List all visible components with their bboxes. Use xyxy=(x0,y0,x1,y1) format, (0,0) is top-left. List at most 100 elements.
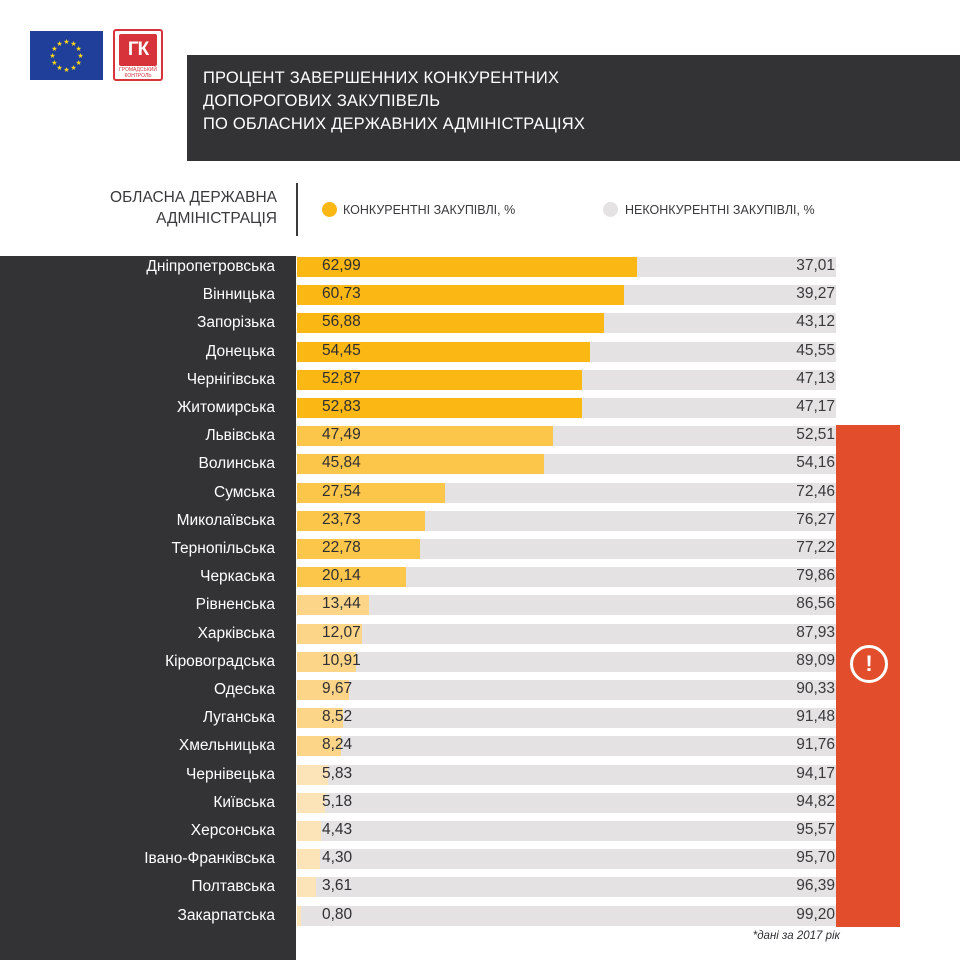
value-label-competitive: 60,73 xyxy=(322,285,361,302)
category-label: Херсонська xyxy=(190,822,275,839)
bar-competitive xyxy=(297,821,321,841)
value-label-noncompetitive: 77,22 xyxy=(796,539,835,556)
category-label: Харківська xyxy=(197,625,275,642)
bar-noncompetitive xyxy=(297,652,836,672)
value-label-noncompetitive: 95,57 xyxy=(796,821,835,838)
star-icon: ★ xyxy=(63,66,69,74)
category-column-header: ОБЛАСНА ДЕРЖАВНА АДМІНІСТРАЦІЯ xyxy=(110,187,277,229)
value-label-competitive: 62,99 xyxy=(322,257,361,274)
value-label-competitive: 12,07 xyxy=(322,624,361,641)
value-label-competitive: 13,44 xyxy=(322,595,361,612)
gk-logo: ГК ГРОМАДСЬКИЙ КОНТРОЛЬ xyxy=(113,29,163,81)
bar-noncompetitive xyxy=(297,624,836,644)
bar-competitive xyxy=(297,539,420,559)
header-divider xyxy=(296,183,298,236)
category-label: Хмельницька xyxy=(178,737,275,754)
chart-title-line: ДОПОРОГОВИХ ЗАКУПІВЕЛЬ xyxy=(203,92,441,110)
bar-noncompetitive xyxy=(297,511,836,531)
bar-noncompetitive xyxy=(297,736,836,756)
bar-competitive xyxy=(297,849,321,869)
value-label-competitive: 5,83 xyxy=(322,765,353,782)
bar-noncompetitive xyxy=(297,765,836,785)
value-label-competitive: 10,91 xyxy=(322,652,361,669)
value-label-noncompetitive: 91,48 xyxy=(796,708,835,725)
bar-noncompetitive xyxy=(297,849,836,869)
bar-competitive xyxy=(297,877,317,897)
value-label-noncompetitive: 91,76 xyxy=(796,736,835,753)
value-label-competitive: 3,61 xyxy=(322,877,353,894)
bar-noncompetitive xyxy=(297,595,836,615)
bar-noncompetitive xyxy=(297,680,836,700)
category-panel xyxy=(0,256,296,960)
star-icon: ★ xyxy=(70,40,76,48)
exclamation-icon: ! xyxy=(850,645,888,683)
value-label-noncompetitive: 96,39 xyxy=(796,877,835,894)
bar-competitive xyxy=(297,736,342,756)
value-label-noncompetitive: 37,01 xyxy=(796,257,835,274)
star-icon: ★ xyxy=(63,38,69,46)
value-label-competitive: 45,84 xyxy=(322,454,361,471)
bar-competitive xyxy=(297,483,446,503)
value-label-noncompetitive: 94,17 xyxy=(796,765,835,782)
bar-noncompetitive xyxy=(297,906,836,926)
value-label-noncompetitive: 94,82 xyxy=(796,793,835,810)
star-icon: ★ xyxy=(56,40,62,48)
category-column-header-line: АДМІНІСТРАЦІЯ xyxy=(156,210,277,227)
gk-logo-subtitle: КОНТРОЛЬ xyxy=(124,73,152,79)
value-label-noncompetitive: 54,16 xyxy=(796,454,835,471)
value-label-competitive: 4,30 xyxy=(322,849,353,866)
value-label-competitive: 9,67 xyxy=(322,680,353,697)
value-label-competitive: 8,52 xyxy=(322,708,353,725)
bar-noncompetitive xyxy=(297,539,836,559)
value-label-noncompetitive: 99,20 xyxy=(796,906,835,923)
value-label-noncompetitive: 79,86 xyxy=(796,567,835,584)
category-label: Чернівецька xyxy=(186,766,275,783)
value-label-competitive: 52,87 xyxy=(322,370,361,387)
value-label-competitive: 52,83 xyxy=(322,398,361,415)
value-label-competitive: 0,80 xyxy=(322,906,353,923)
value-label-competitive: 56,88 xyxy=(322,313,361,330)
category-label: Закарпатська xyxy=(177,907,275,924)
alert-highlight-panel: ! xyxy=(836,425,900,927)
legend-swatch-noncompetitive xyxy=(603,202,618,217)
star-icon: ★ xyxy=(75,59,81,67)
value-label-noncompetitive: 86,56 xyxy=(796,595,835,612)
bar-competitive xyxy=(297,285,625,305)
bar-competitive xyxy=(297,624,363,644)
category-label: Полтавська xyxy=(191,878,275,895)
legend-label-competitive: КОНКУРЕНТНІ ЗАКУПІВЛІ, % xyxy=(343,203,516,217)
bar-noncompetitive xyxy=(297,877,836,897)
bar-competitive xyxy=(297,398,582,418)
bar-competitive xyxy=(297,765,329,785)
category-label: Запорізька xyxy=(197,314,275,331)
bar-noncompetitive xyxy=(297,821,836,841)
value-label-competitive: 8,24 xyxy=(322,736,353,753)
bar-competitive xyxy=(297,426,553,446)
value-label-noncompetitive: 45,55 xyxy=(796,342,835,359)
value-label-noncompetitive: 87,93 xyxy=(796,624,835,641)
bar-competitive xyxy=(297,793,325,813)
chart-title-line: ПРОЦЕНТ ЗАВЕРШЕННИХ КОНКУРЕНТНИХ xyxy=(203,69,560,87)
value-label-noncompetitive: 52,51 xyxy=(796,426,835,443)
star-icon: ★ xyxy=(49,52,55,60)
chart-title-line: ПО ОБЛАСНИХ ДЕРЖАВНИХ АДМІНІСТРАЦІЯХ xyxy=(203,115,586,133)
star-icon: ★ xyxy=(77,52,83,60)
eu-flag-logo: ★ ★ ★ ★ ★ ★ ★ ★ ★ ★ ★ ★ xyxy=(30,31,103,80)
gk-logo-subtitle: ГРОМАДСЬКИЙ xyxy=(119,67,157,73)
star-icon: ★ xyxy=(75,45,81,53)
value-label-competitive: 54,45 xyxy=(322,342,361,359)
value-label-noncompetitive: 76,27 xyxy=(796,511,835,528)
category-label: Вінницька xyxy=(202,286,275,303)
category-label: Тернопільська xyxy=(171,540,275,557)
category-label: Житомирська xyxy=(176,399,275,416)
star-icon: ★ xyxy=(56,64,62,72)
title-banner: ПРОЦЕНТ ЗАВЕРШЕННИХ КОНКУРЕНТНИХ ДОПОРОГ… xyxy=(187,55,960,161)
bar-competitive xyxy=(297,567,406,587)
value-label-noncompetitive: 43,12 xyxy=(796,313,835,330)
value-label-competitive: 27,54 xyxy=(322,483,361,500)
value-label-noncompetitive: 90,33 xyxy=(796,680,835,697)
bar-competitive xyxy=(297,313,604,333)
bar-competitive xyxy=(297,511,425,531)
category-label: Сумська xyxy=(214,484,275,501)
value-label-noncompetitive: 95,70 xyxy=(796,849,835,866)
